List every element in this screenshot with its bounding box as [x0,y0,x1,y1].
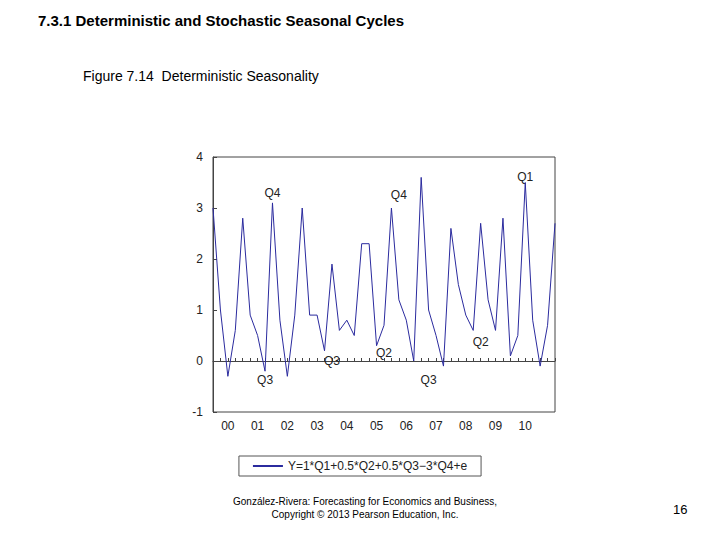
svg-text:3: 3 [196,201,203,215]
svg-text:Q3: Q3 [421,373,437,387]
svg-text:04: 04 [340,419,354,433]
svg-text:00: 00 [221,419,235,433]
svg-text:Q4: Q4 [264,186,280,200]
svg-text:0: 0 [196,354,203,368]
svg-text:Q3: Q3 [324,354,340,368]
svg-text:Q1: Q1 [517,170,533,184]
svg-text:03: 03 [310,419,324,433]
svg-text:05: 05 [370,419,384,433]
svg-text:Q3: Q3 [257,373,273,387]
svg-text:Q2: Q2 [473,335,489,349]
svg-text:09: 09 [489,419,503,433]
svg-text:10: 10 [519,419,533,433]
svg-text:Q4: Q4 [391,188,407,202]
svg-text:-1: -1 [192,405,203,419]
svg-text:Figure 7.14 Deterministic Sea: Figure 7.14 Deterministic Seasonality [83,68,319,84]
svg-text:7.3.1 Deterministic and Stocha: 7.3.1 Deterministic and Stochastic Seaso… [38,12,404,29]
svg-text:02: 02 [281,419,295,433]
svg-text:Q2: Q2 [376,346,392,360]
svg-text:González-Rivera: Forecasting f: González-Rivera: Forecasting for Economi… [233,496,497,507]
svg-text:1: 1 [196,303,203,317]
svg-text:01: 01 [251,419,265,433]
svg-text:07: 07 [429,419,443,433]
svg-text:Y=1*Q1+0.5*Q2+0.5*Q3−3*Q4+e: Y=1*Q1+0.5*Q2+0.5*Q3−3*Q4+e [288,459,467,473]
svg-text:06: 06 [400,419,414,433]
svg-text:2: 2 [196,252,203,266]
svg-text:4: 4 [196,150,203,164]
svg-text:16: 16 [673,502,687,517]
svg-text:Copyright © 2013 Pearson Educa: Copyright © 2013 Pearson Education, Inc. [272,509,459,520]
svg-text:08: 08 [459,419,473,433]
